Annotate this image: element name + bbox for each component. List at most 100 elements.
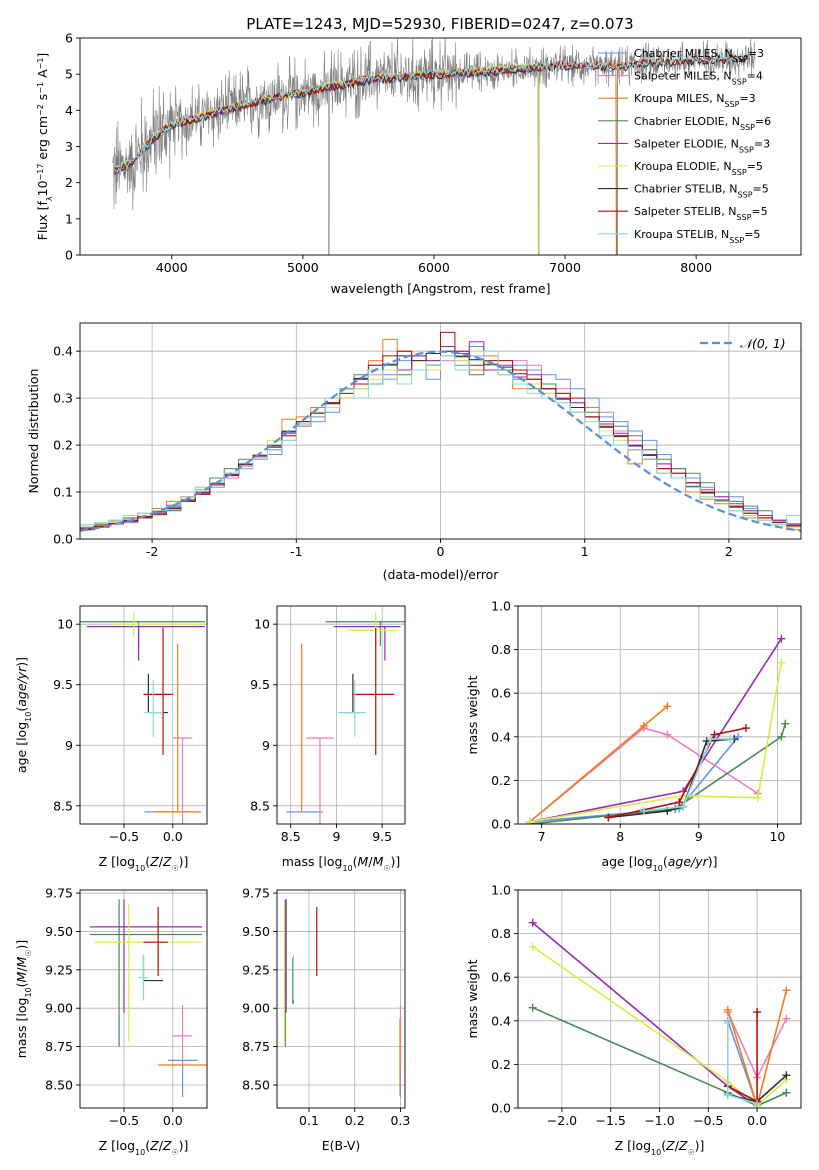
x-tick-label: −2.0	[547, 1113, 577, 1128]
grid-lines	[518, 605, 801, 825]
legend-entry: Chabrier STELIB, NSSP=5	[634, 183, 769, 200]
spectrum-title: PLATE=1243, MJD=52930, FIBERID=0247, z=0…	[246, 15, 633, 33]
x-tick-label: 8000	[680, 260, 712, 275]
y-tick-label: 0.2	[491, 1057, 511, 1072]
weight-vs-age-panel: 7 8 9 10 0.0 0.2 0.4 0.6 0.8 1.0 age [log10(age/yr…	[465, 599, 802, 873]
plot-area	[80, 331, 801, 539]
legend-entry: 𝒩(0, 1)	[740, 336, 786, 351]
y-tick-label: 9.50	[242, 924, 270, 939]
y-tick-label: 0.4	[491, 729, 511, 744]
model-line-salpeter-stelib	[113, 54, 749, 175]
legend-entry: Salpeter MILES, NSSP=4	[634, 70, 763, 87]
y-tick-label: 9	[262, 738, 270, 753]
y-tick-label: 8.75	[45, 1039, 73, 1054]
spectrum-x-label: wavelength [Angstrom, rest frame]	[330, 281, 550, 296]
weight-vs-Z-x-label: Z [log10(Z/Z☉)]	[615, 1138, 705, 1157]
x-tick-label: 9.5	[372, 829, 392, 844]
age-vs-Z-panel: −0.5 0.0 8.5 9 9.5 10 Z [log10(Z/Z☉)] age [log1…	[14, 605, 208, 873]
y-tick-label: 8.50	[242, 1077, 270, 1092]
x-tick-label: −1.5	[596, 1113, 626, 1128]
y-tick-label: 6	[65, 31, 73, 46]
y-tick-label: 0.6	[491, 686, 511, 701]
plot-area	[528, 918, 791, 1108]
grid-lines	[80, 606, 207, 824]
y-tick-label: 9.00	[242, 1001, 270, 1016]
plot-area	[112, 38, 756, 255]
spectrum-panel: 4000 5000 6000 7000 8000 0 1 2 3 4 5 6 wavelength [A…	[35, 31, 802, 296]
x-tick-label: 8	[616, 829, 624, 844]
spectrum-y-label: Flux [fλ10−17 erg cm−2 s−1 A−1]	[35, 53, 54, 241]
histogram-kroupa-stelib	[80, 350, 801, 539]
mass-vs-Z-y-label: mass [log10(M/M☉)]	[14, 940, 33, 1059]
y-tick-label: 5	[65, 67, 73, 82]
legend-entry: Kroupa MILES, NSSP=3	[634, 92, 756, 109]
y-tick-label: 0.0	[491, 817, 511, 832]
x-tick-label: 0	[437, 544, 445, 559]
x-tick-label: 5000	[287, 260, 319, 275]
y-tick-label: 9.75	[242, 886, 270, 901]
residuals-panel: -2 -1 0 1 2 0.0 0.1 0.2 0.3 0.4 (data-model)/error…	[26, 322, 802, 582]
y-tick-label: 9	[65, 738, 73, 753]
y-tick-label: 0.8	[491, 926, 511, 941]
spectrum-legend: Chabrier MILES, NSSP=3 Salpeter MILES, NS…	[598, 47, 771, 244]
y-tick-label: 8.50	[45, 1077, 73, 1092]
x-tick-label: 6000	[418, 260, 450, 275]
mass-vs-EBV-panel: 0.1 0.2 0.3 8.50 8.75 9.00 9.25 9.50 9.75 E(B-V)	[242, 886, 410, 1153]
age-vs-mass-panel: 8.5 9 9.5 8.5 9 9.5 10 mass [log10(M/M☉)]	[250, 605, 406, 873]
y-tick-label: 4	[65, 103, 73, 118]
plot-area	[80, 612, 206, 824]
legend-entry: Salpeter ELODIE, NSSP=3	[634, 137, 770, 154]
axes-frame	[276, 889, 406, 1109]
x-tick-label: -1	[290, 544, 302, 559]
weight-line-kroupa-stelib	[643, 738, 731, 812]
weight-line-kroupa-miles	[529, 705, 668, 823]
residuals-x-label: (data-model)/error	[383, 567, 500, 582]
weight-vs-age-y-label: mass weight	[465, 675, 480, 754]
y-tick-label: 0.2	[491, 773, 511, 788]
model-line-kroupa-stelib	[113, 52, 749, 173]
y-tick-label: 9.25	[242, 962, 270, 977]
plot-area	[89, 899, 207, 1098]
x-tick-label: −0.5	[693, 1113, 723, 1128]
axes-frame	[517, 605, 802, 825]
x-tick-label: 0.3	[390, 1113, 410, 1128]
plot-area	[283, 899, 402, 1098]
residuals-y-label: Normed distribution	[26, 369, 41, 494]
legend-entry: Chabrier MILES, NSSP=3	[634, 47, 764, 64]
y-tick-label: 9.5	[53, 677, 73, 692]
y-tick-label: 9.50	[45, 924, 73, 939]
plot-area	[286, 612, 405, 824]
x-tick-label: 0.2	[345, 1113, 365, 1128]
weight-line-chabrier-elodie	[529, 723, 787, 824]
y-tick-label: 0.2	[53, 438, 73, 453]
y-tick-label: 1.0	[491, 883, 511, 898]
mass-vs-EBV-x-label: E(B-V)	[322, 1138, 361, 1153]
y-tick-label: 0	[65, 248, 73, 263]
x-tick-label: -2	[146, 544, 158, 559]
weight-line-salpeter-miles	[529, 727, 759, 823]
plot-area	[525, 634, 790, 824]
x-tick-label: 0.0	[163, 1113, 183, 1128]
x-tick-label: 8.5	[281, 829, 301, 844]
legend-entry: Kroupa ELODIE, NSSP=5	[634, 160, 763, 177]
observed-spectrum-line	[112, 38, 756, 255]
x-tick-label: 0.0	[747, 1113, 767, 1128]
x-tick-label: 0.1	[299, 1113, 319, 1128]
y-tick-label: 1.0	[491, 599, 511, 614]
age-vs-Z-x-label: Z [log10(Z/Z☉)]	[99, 854, 189, 873]
age-vs-Z-y-label: age [log10(age/yr)]	[14, 657, 33, 773]
y-tick-label: 8.5	[53, 798, 73, 813]
y-tick-label: 9.25	[45, 962, 73, 977]
x-tick-label: 0.0	[163, 829, 183, 844]
y-tick-label: 9.5	[250, 677, 270, 692]
grid-lines	[277, 890, 405, 1108]
y-tick-label: 0.8	[491, 642, 511, 657]
y-tick-label: 0.0	[53, 532, 73, 547]
axes-frame	[79, 889, 208, 1109]
y-tick-label: 9.75	[45, 886, 73, 901]
y-tick-label: 8.75	[242, 1039, 270, 1054]
legend-entry: Chabrier ELODIE, NSSP=6	[634, 115, 771, 132]
y-tick-label: 2	[65, 175, 73, 190]
